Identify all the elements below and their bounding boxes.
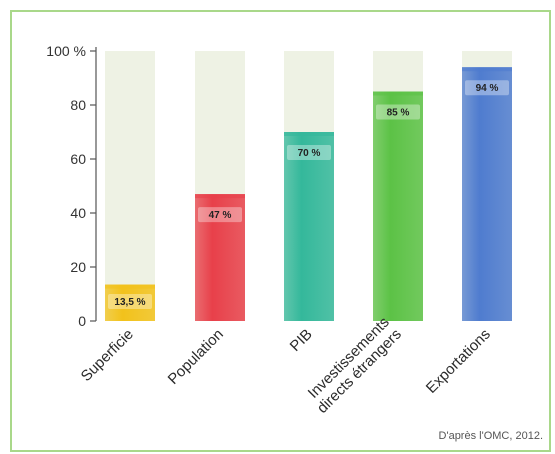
y-tick-label: 20: [70, 259, 86, 275]
x-category-label: PIB: [287, 326, 316, 355]
source-note: D'après l'OMC, 2012.: [438, 430, 543, 442]
x-category-label-line: PIB: [287, 326, 316, 355]
x-category-label-line: Superficie: [78, 326, 137, 385]
data-label: 70 %: [298, 148, 321, 159]
bar-cap: [195, 194, 245, 199]
bar-cap: [284, 132, 334, 136]
x-category-label-line: Exportations: [423, 326, 494, 397]
data-label: 94 %: [476, 83, 499, 94]
background-bar: [105, 51, 155, 321]
y-tick-label: 0: [78, 313, 86, 329]
data-label-bg: [108, 294, 152, 309]
data-labels: 13,5 % 47 % 70 % 85 % 94 %: [108, 80, 509, 309]
data-label-bg: [198, 207, 242, 223]
bar: [105, 284, 155, 321]
data-label: 85 %: [387, 108, 410, 119]
x-category-label: Investissementsdirects étrangers: [302, 314, 405, 417]
x-category-label-line: Population: [165, 326, 227, 388]
y-axis: 0 20 40 60 80 100 %: [46, 43, 97, 329]
data-label: 13,5 %: [114, 297, 145, 308]
bar-cap: [462, 67, 512, 72]
x-category-label: Superficie: [78, 326, 137, 385]
bar: [284, 132, 334, 321]
x-category-label: Exportations: [423, 326, 494, 397]
data-label-bg: [287, 145, 331, 160]
bar: [373, 91, 423, 321]
bar: [195, 194, 245, 321]
y-tick-label: 60: [70, 151, 86, 167]
chart-frame: [10, 10, 551, 452]
y-tick-label: 80: [70, 97, 86, 113]
x-category-label: Population: [165, 326, 227, 388]
y-tick-label: 100 %: [46, 43, 86, 59]
bar: [462, 67, 512, 321]
data-bars: [105, 67, 512, 321]
bar-cap: [105, 284, 155, 289]
y-tick-label: 40: [70, 205, 86, 221]
data-label: 47 %: [209, 210, 232, 221]
bar-cap: [373, 91, 423, 96]
category-labels: Superficie Population PIBInvestissementsdi…: [78, 314, 494, 417]
data-label-bg: [465, 80, 509, 96]
data-label-bg: [376, 104, 420, 120]
